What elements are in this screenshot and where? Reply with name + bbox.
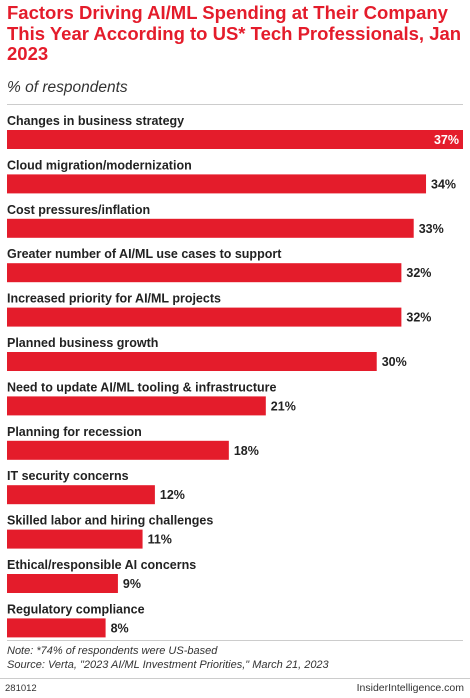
chart-subtitle: % of respondents: [7, 79, 128, 96]
category-label: Cost pressures/inflation: [7, 203, 150, 217]
footer-divider: [0, 678, 470, 679]
value-label: 30%: [382, 355, 407, 369]
category-label: Need to update AI/ML tooling & infrastru…: [7, 380, 277, 394]
bar: [7, 263, 402, 283]
value-label: 9%: [123, 577, 141, 591]
bar: [7, 485, 155, 505]
value-label: 32%: [406, 311, 431, 325]
category-label: Regulatory compliance: [7, 602, 145, 616]
bar: [7, 396, 266, 416]
category-label: Cloud migration/modernization: [7, 158, 192, 172]
bar: [7, 130, 463, 149]
bar: [7, 352, 377, 371]
value-label: 12%: [160, 488, 185, 502]
value-label: 33%: [419, 222, 444, 236]
category-label: Planned business growth: [7, 336, 158, 350]
bar: [7, 574, 118, 593]
bottom-divider: [7, 640, 463, 641]
category-label: IT security concerns: [7, 469, 129, 483]
chart-source: Source: Verta, "2023 AI/ML Investment Pr…: [7, 659, 329, 671]
chart-title: Factors Driving AI/ML Spending at Their …: [7, 2, 462, 64]
category-label: Increased priority for AI/ML projects: [7, 292, 221, 306]
chart-id: 281012: [5, 683, 37, 694]
value-label: 8%: [111, 621, 129, 635]
bar: [7, 307, 402, 327]
value-label: 18%: [234, 444, 259, 458]
value-label: 11%: [148, 533, 172, 547]
category-label: Planning for recession: [7, 425, 142, 439]
bar-chart: Changes in business strategy 37% Cloud mig…: [7, 114, 463, 638]
chart-note: Note: *74% of respondents were US-based: [7, 645, 218, 657]
value-label: 21%: [271, 399, 296, 413]
value-label: 34%: [431, 177, 456, 191]
value-label: 37%: [434, 133, 459, 147]
brand-logo[interactable]: InsiderIntelligence.com: [356, 682, 464, 694]
value-label: 32%: [406, 266, 431, 280]
bar: [7, 618, 106, 638]
bar: [7, 440, 229, 460]
bar: [7, 529, 143, 549]
category-label: Skilled labor and hiring challenges: [7, 514, 213, 528]
bar: [7, 174, 427, 194]
category-label: Greater number of AI/ML use cases to sup…: [7, 247, 282, 261]
top-divider: [7, 104, 463, 105]
category-label: Changes in business strategy: [7, 114, 184, 128]
bar: [7, 218, 414, 238]
category-label: Ethical/responsible AI concerns: [7, 558, 196, 572]
